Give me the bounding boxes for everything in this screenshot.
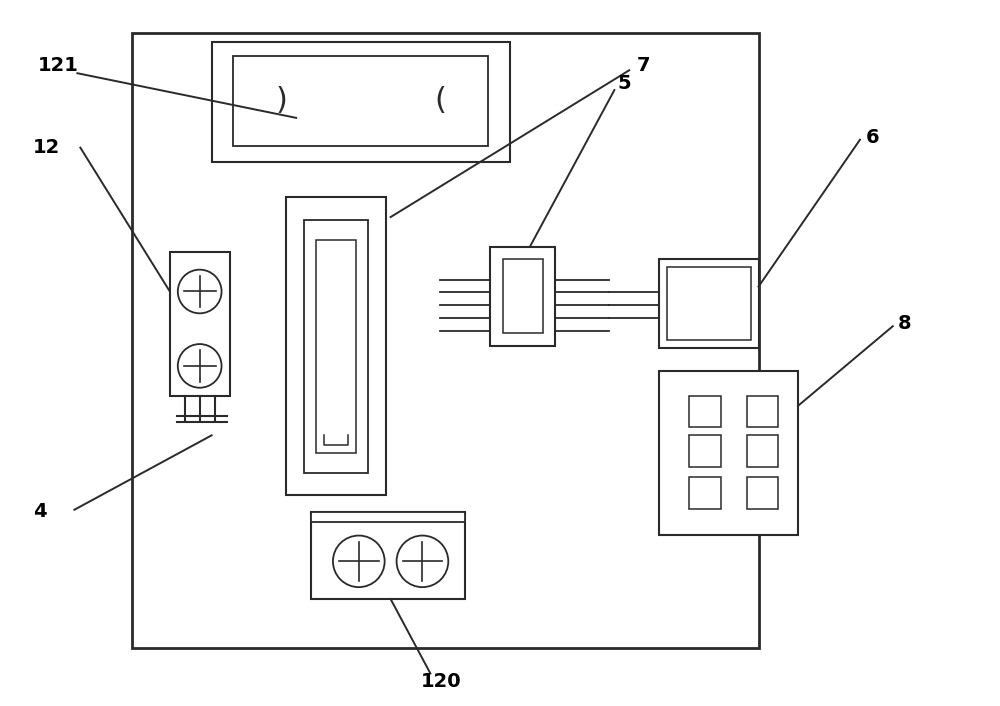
Text: 12: 12	[33, 138, 60, 157]
Bar	[503, 258, 543, 333]
Bar	[747, 436, 778, 467]
Bar	[667, 267, 751, 340]
Bar	[304, 220, 368, 473]
Bar	[659, 258, 759, 348]
Bar	[490, 247, 555, 346]
Bar	[689, 395, 721, 427]
Bar	[747, 477, 778, 509]
Bar	[132, 32, 759, 647]
Text: 121: 121	[38, 56, 78, 75]
Bar	[316, 240, 356, 453]
Bar	[689, 477, 721, 509]
Bar	[212, 42, 510, 162]
Text: ): )	[275, 87, 287, 116]
Text: 5: 5	[617, 73, 631, 92]
Text: 4: 4	[33, 502, 46, 521]
Bar	[689, 436, 721, 467]
Bar	[659, 371, 798, 534]
Text: 6: 6	[866, 128, 880, 148]
Ellipse shape	[333, 536, 385, 587]
Bar	[747, 395, 778, 427]
Bar	[286, 197, 386, 495]
Text: 8: 8	[898, 313, 911, 333]
Bar	[233, 56, 488, 145]
Ellipse shape	[397, 536, 448, 587]
Ellipse shape	[178, 270, 222, 313]
Text: (: (	[434, 87, 446, 116]
Bar	[170, 252, 230, 395]
Bar	[311, 512, 465, 599]
Text: 120: 120	[420, 672, 461, 691]
Ellipse shape	[178, 344, 222, 388]
Bar	[311, 512, 465, 522]
Text: 7: 7	[637, 56, 651, 75]
